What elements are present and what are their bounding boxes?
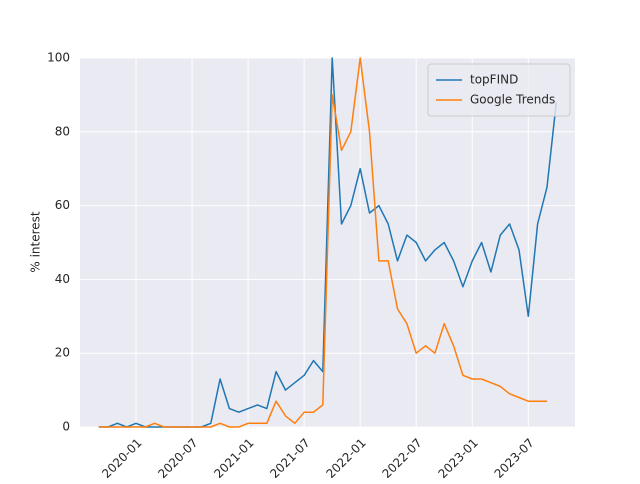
x-tick-label: 2020-01 xyxy=(99,436,144,480)
x-tick-label: 2022-07 xyxy=(379,436,424,480)
y-tick-label: 20 xyxy=(55,346,70,360)
x-tick-label: 2022-01 xyxy=(323,436,368,480)
x-tick-label: 2021-07 xyxy=(267,436,312,480)
legend-box xyxy=(427,63,571,117)
x-tick-label: 2020-07 xyxy=(155,436,200,480)
x-tick-label: 2023-07 xyxy=(492,436,537,480)
y-tick-label: 80 xyxy=(55,124,70,138)
legend-label: topFIND xyxy=(470,73,518,87)
y-tick-label: 100 xyxy=(47,51,70,65)
legend-label: Google Trends xyxy=(470,93,555,107)
y-tick-label: 60 xyxy=(55,198,70,212)
y-tick-label: 40 xyxy=(55,272,70,286)
data-line xyxy=(98,57,547,428)
x-tick-label: 2023-01 xyxy=(436,436,481,480)
y-axis-label: % interest xyxy=(29,211,43,273)
x-tick-label: 2021-01 xyxy=(211,436,256,480)
y-tick-label: 0 xyxy=(62,420,70,434)
